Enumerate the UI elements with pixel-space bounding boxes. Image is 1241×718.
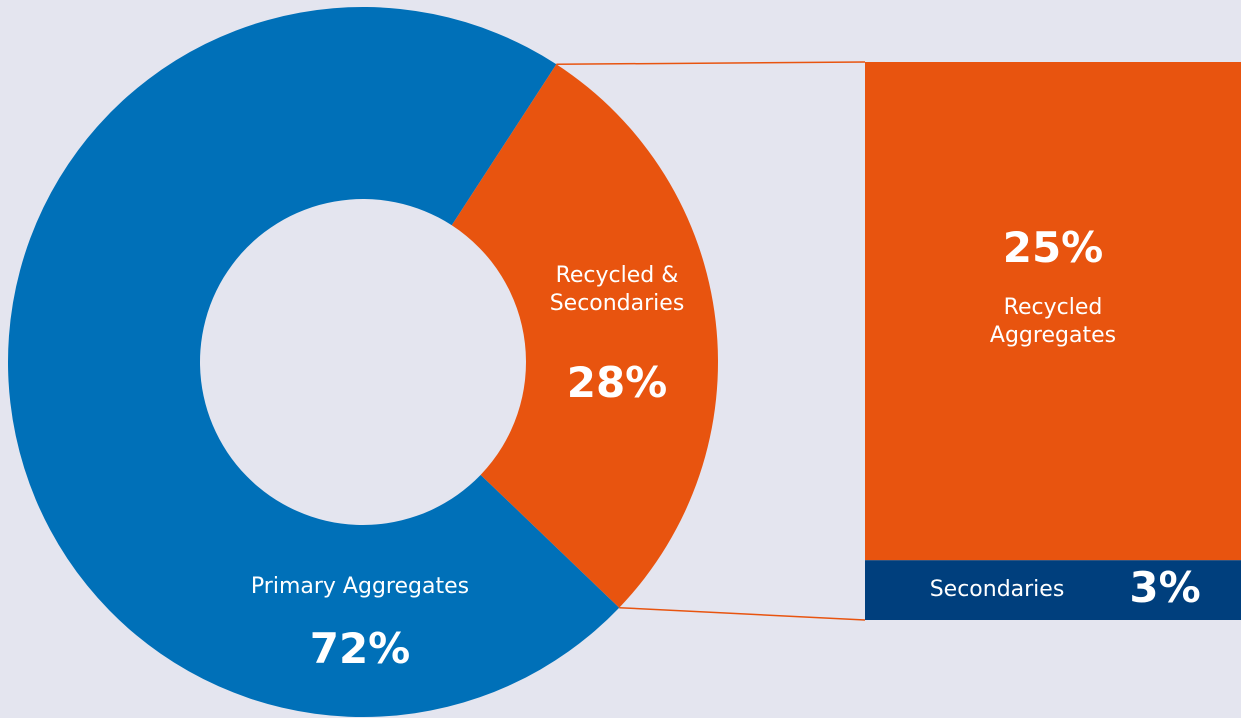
connector-line: [619, 606, 866, 621]
donut-slice: [7, 6, 620, 717]
bar-value: 3%: [1129, 563, 1201, 613]
slice-label: Recycled & Secondaries: [549, 263, 685, 316]
bar-segment: [865, 62, 1241, 561]
bar-segment: [865, 560, 1241, 620]
connector-line: [556, 61, 866, 66]
slice-value: 72%: [309, 624, 411, 673]
bar-label: Recycled Aggregates: [989, 295, 1117, 348]
donut-slice: [451, 64, 718, 608]
slice-label: Primary Aggregates: [250, 574, 470, 599]
bar-label: Secondaries: [929, 577, 1065, 603]
bar-value: 25%: [1002, 223, 1104, 272]
slice-value: 28%: [566, 358, 668, 407]
